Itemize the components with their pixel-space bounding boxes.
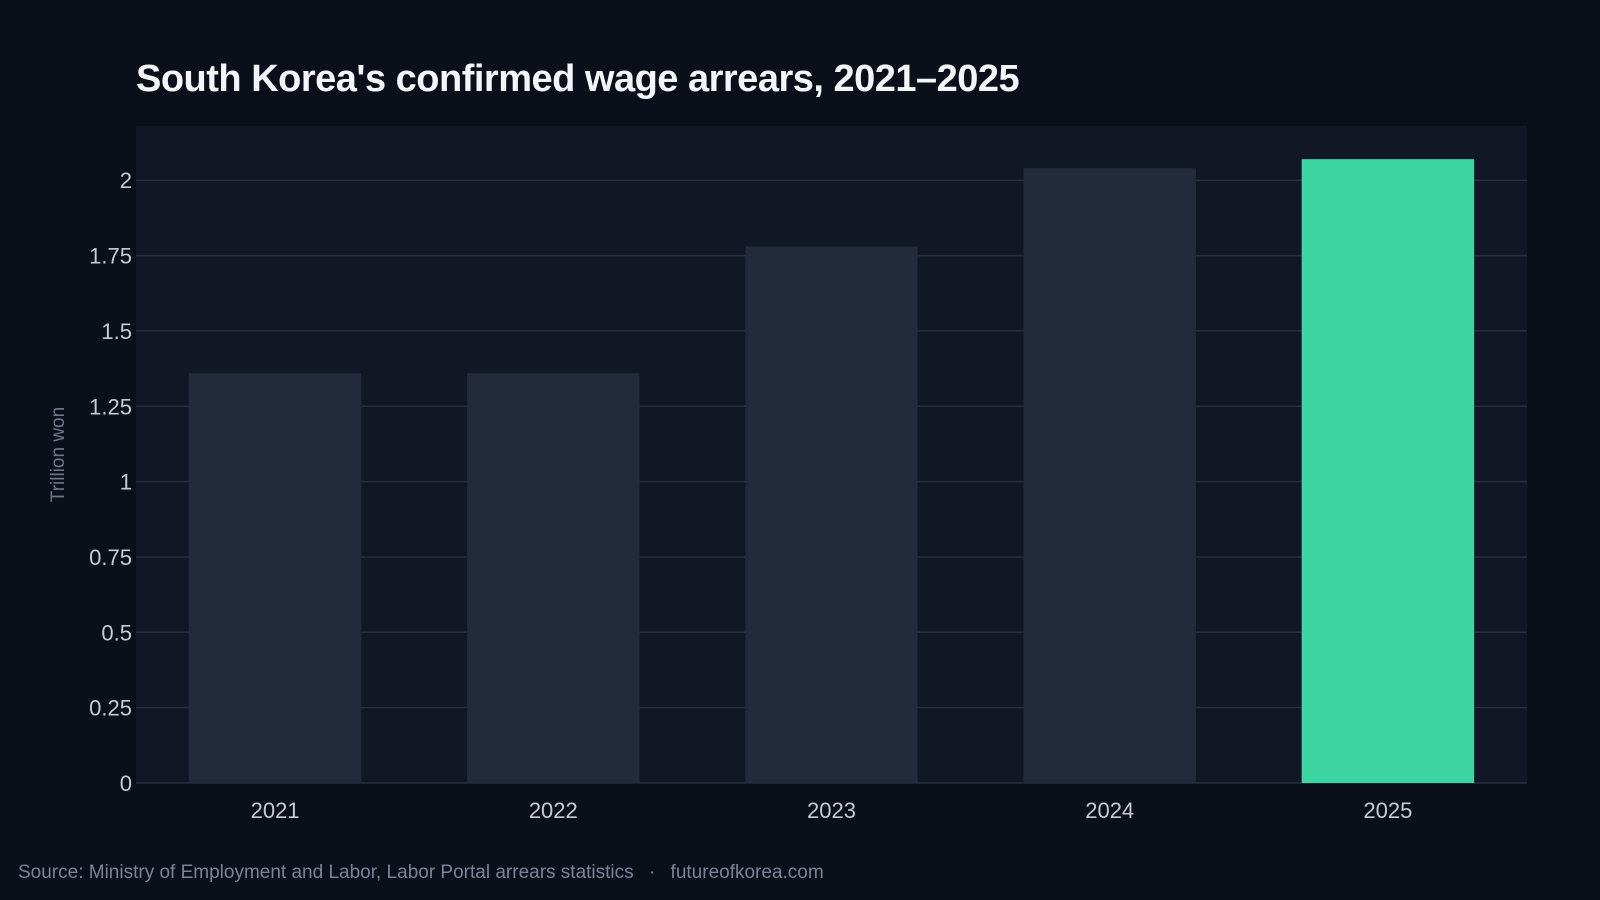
chart-title: South Korea's confirmed wage arrears, 20… xyxy=(136,58,1020,100)
bar-2022 xyxy=(467,373,640,783)
x-tick-label: 2022 xyxy=(529,798,578,823)
x-tick-label: 2023 xyxy=(807,798,856,823)
source-separator: · xyxy=(648,862,656,883)
y-tick-label: 0.25 xyxy=(89,696,132,721)
bar-2024 xyxy=(1023,168,1196,784)
bar-2021 xyxy=(188,373,362,783)
source-line: Source: Ministry of Employment and Labor… xyxy=(18,862,824,884)
y-tick-label: 1.25 xyxy=(89,394,132,419)
source-site: futureofkorea.com xyxy=(670,862,824,883)
y-tick-label: 1 xyxy=(120,470,132,495)
y-tick-label: 1.75 xyxy=(89,244,132,269)
x-tick-label: 2025 xyxy=(1363,798,1412,823)
source-text: Source: Ministry of Employment and Labor… xyxy=(18,862,634,883)
y-tick-label: 2 xyxy=(120,168,132,193)
bar-2025 xyxy=(1301,159,1475,784)
x-tick-label: 2024 xyxy=(1085,798,1134,823)
y-tick-label: 1.5 xyxy=(101,319,132,344)
y-axis-title: Trillion won xyxy=(48,407,69,502)
y-tick-label: 0 xyxy=(120,771,132,796)
y-tick-label: 0.5 xyxy=(101,620,132,645)
x-tick-label: 2021 xyxy=(251,798,300,823)
bar-2023 xyxy=(745,246,918,783)
y-tick-label: 0.75 xyxy=(89,545,132,570)
